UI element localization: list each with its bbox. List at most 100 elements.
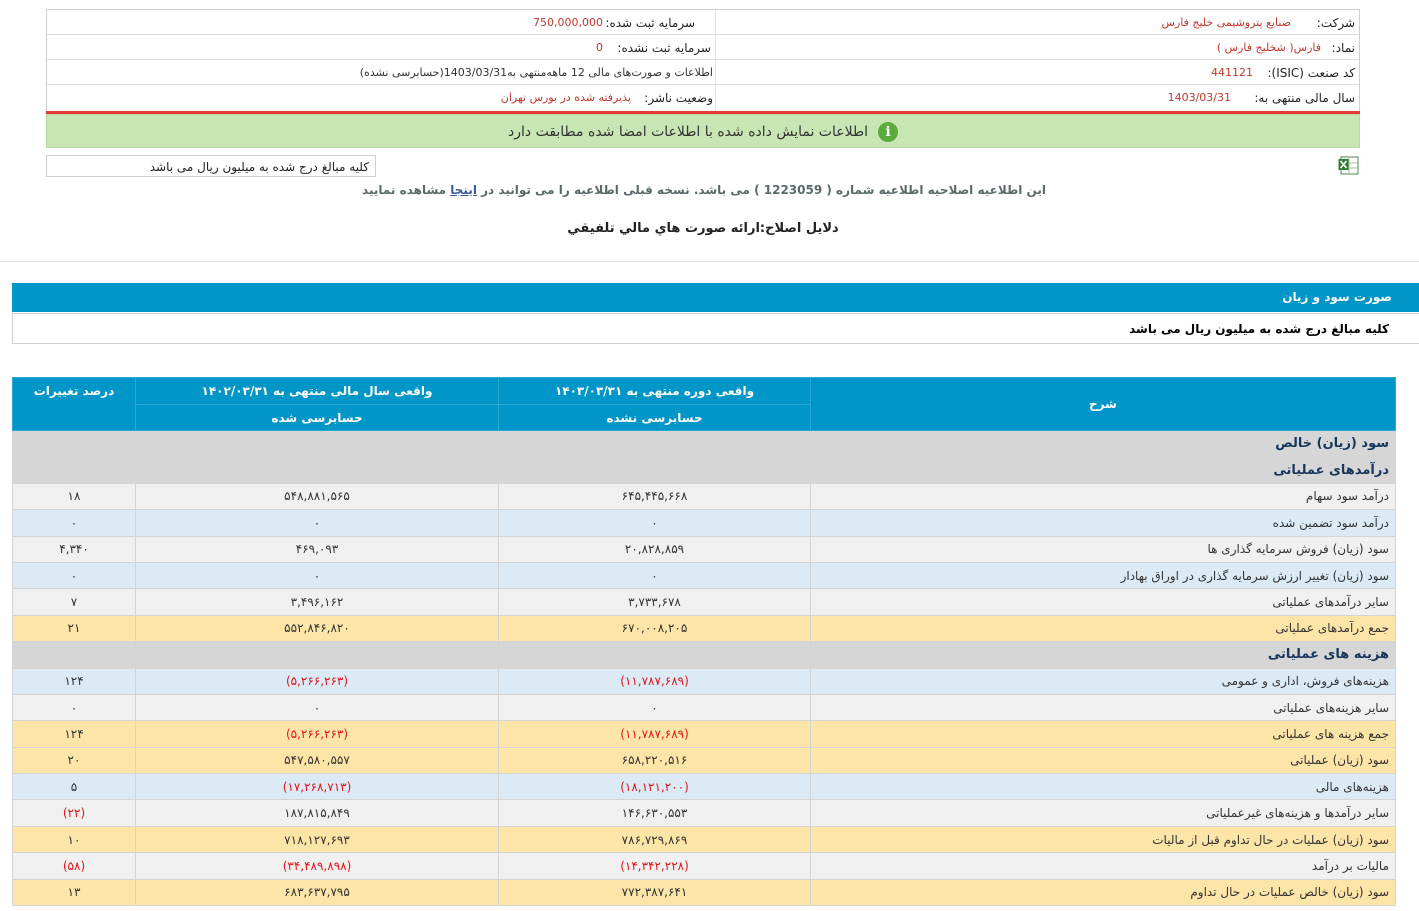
row-change: ۰ xyxy=(12,561,136,590)
row-prev-value: ۴۶۹,۰۹۳ xyxy=(135,535,499,563)
info-divider xyxy=(715,10,716,112)
row-current-value xyxy=(498,456,811,484)
row-current-value: (۱۱,۷۸۷,۶۸۹) xyxy=(498,720,811,748)
company-info-panel: شرکت: صنایع پتروشیمی خلیج فارس سرمایه ثب… xyxy=(46,9,1360,113)
symbol-value: فارس( شخلیج فارس ) xyxy=(1216,41,1321,54)
table-row: سود (زیان) خالص xyxy=(12,429,1396,458)
row-desc: سایر درآمدها و هزینه‌های غیرعملیاتی xyxy=(810,799,1396,827)
table-row: سود (زیان) عملیاتی ۶۵۸,۲۲۰,۵۱۶ ۵۴۷,۵۸۰,۵۵۷… xyxy=(12,746,1396,775)
table-row: مالیات بر درآمد (۱۴,۳۴۲,۲۲۸) (۳۴,۴۸۹,۸۹۸)(… xyxy=(12,852,1396,880)
row-desc: سود (زیان) خالص xyxy=(810,429,1396,458)
row-current-value: ۰ xyxy=(498,509,811,537)
col-header-prev-year: واقعی سال مالی منتهی به ۱۴۰۲/۰۳/۳۱ xyxy=(135,377,499,405)
row-prev-value: (۳۴,۴۸۹,۸۹۸) xyxy=(135,852,499,880)
row-current-value: (۱۴,۳۴۲,۲۲۸) xyxy=(498,852,811,880)
row-prev-value: ۵۴۷,۵۸۰,۵۵۷ xyxy=(135,746,499,775)
previous-version-link[interactable]: اینجا xyxy=(450,183,477,197)
row-change: ۰ xyxy=(12,693,136,722)
table-row: هزینه‌های مالی (۱۸,۱۲۱,۲۰۰) (۱۷,۲۶۸,۷۱۳) ۵ xyxy=(12,773,1396,801)
period-info: اطلاعات و صورت‌های مالی 12 ماهه‌منتهی به… xyxy=(359,66,713,79)
row-desc: هزینه‌های فروش، اداری و عمومی xyxy=(810,667,1396,695)
table-row: سود (زیان) عملیات در حال تداوم قبل از ما… xyxy=(12,825,1396,854)
row-current-value: ۷۷۲,۳۸۷,۶۴۱ xyxy=(498,878,811,907)
row-change: ۱۲۴ xyxy=(12,720,136,748)
col-header-current-audit: حسابرسی نشده xyxy=(498,404,811,431)
correction-reason: دلایل اصلاح:ارائه صورت هاي مالي تلفيقي xyxy=(567,221,839,236)
row-current-value: ۷۸۶,۷۲۹,۸۶۹ xyxy=(498,825,811,854)
publisher-status-label: وضعیت ناشر: xyxy=(644,91,713,105)
col-header-prev-audit: حسابرسی شده xyxy=(135,404,499,431)
row-current-value: ۶۴۵,۴۴۵,۶۶۸ xyxy=(498,482,811,511)
info-row-fiscal-year: سال مالی منتهی به: 1403/03/31 وضعیت ناشر… xyxy=(47,85,1359,110)
row-prev-value: ۵۵۲,۸۴۶,۸۲۰ xyxy=(135,614,499,643)
isic-label: کد صنعت (ISIC): xyxy=(1267,66,1355,80)
row-prev-value: ۶۸۳,۶۳۷,۷۹۵ xyxy=(135,878,499,907)
fiscal-year-label: سال مالی منتهی به: xyxy=(1254,91,1355,105)
table-row: سایر درآمدهای عملیاتی ۳,۷۳۳,۶۷۸ ۳,۴۹۶,۱۶۲ ۷ xyxy=(12,588,1396,616)
notice-suffix: مشاهده نمایید xyxy=(362,183,447,197)
row-current-value: ۱۴۶,۶۳۰,۵۵۳ xyxy=(498,799,811,827)
info-icon: i xyxy=(878,122,898,142)
units-note-box: کلیه مبالغ درج شده به میلیون ریال می باش… xyxy=(46,155,376,177)
verification-text: اطلاعات نمایش داده شده با اطلاعات امضا ش… xyxy=(508,124,868,140)
row-current-value: ۲۰,۸۲۸,۸۵۹ xyxy=(498,535,811,563)
table-row: سود (زیان) فروش سرمایه گذاری ها ۲۰,۸۲۸,۸۵… xyxy=(12,535,1396,563)
col-header-change: درصد تغییرات xyxy=(12,377,136,431)
row-change: (۲۲) xyxy=(12,799,136,827)
table-row: سود (زیان) خالص عملیات در حال تداوم ۷۷۲,۳… xyxy=(12,878,1396,907)
income-statement-table: شرح واقعی دوره منتهی به ۱۴۰۳/۰۳/۳۱ واقعی… xyxy=(12,377,1396,907)
row-desc: سود (زیان) خالص عملیات در حال تداوم xyxy=(810,878,1396,907)
row-current-value: ۰ xyxy=(498,693,811,722)
row-change xyxy=(12,429,136,458)
row-prev-value: ۷۱۸,۱۲۷,۶۹۳ xyxy=(135,825,499,854)
row-current-value: ۶۵۸,۲۲۰,۵۱۶ xyxy=(498,746,811,775)
alert-divider xyxy=(46,111,1360,114)
row-desc: درآمدهای عملیاتی xyxy=(810,456,1396,484)
verification-banner: i اطلاعات نمایش داده شده با اطلاعات امضا… xyxy=(46,114,1360,148)
table-row: سایر درآمدها و هزینه‌های غیرعملیاتی ۱۴۶,۶… xyxy=(12,799,1396,827)
row-prev-value: ۰ xyxy=(135,693,499,722)
info-row-symbol: نماد: فارس( شخلیج فارس ) سرمایه ثبت نشده… xyxy=(47,35,1359,60)
row-current-value: ۶۷۰,۰۰۸,۲۰۵ xyxy=(498,614,811,643)
row-prev-value: (۱۷,۲۶۸,۷۱۳) xyxy=(135,773,499,801)
row-prev-value: (۵,۲۶۶,۲۶۳) xyxy=(135,667,499,695)
row-desc: درآمد سود سهام xyxy=(810,482,1396,511)
row-prev-value: ۱۸۷,۸۱۵,۸۴۹ xyxy=(135,799,499,827)
table-row: جمع درآمدهای عملیاتی ۶۷۰,۰۰۸,۲۰۵ ۵۵۲,۸۴۶,۸… xyxy=(12,614,1396,643)
row-change: ۲۰ xyxy=(12,746,136,775)
row-change: ۱۰ xyxy=(12,825,136,854)
registered-capital-value: 750,000,000 xyxy=(533,16,603,29)
statement-title: صورت سود و زیان xyxy=(1282,290,1392,304)
row-desc: درآمد سود تضمین شده xyxy=(810,509,1396,537)
col-header-current-period: واقعی دوره منتهی به ۱۴۰۳/۰۳/۳۱ xyxy=(498,377,811,405)
row-change: ۱۳ xyxy=(12,878,136,907)
income-statement-body: سود (زیان) خالص درآمدهای عملیاتی درآمد سود… xyxy=(12,429,1396,907)
symbol-label: نماد: xyxy=(1331,41,1355,55)
notice-prefix: این اطلاعیه اصلاحیه اطلاعیه شماره ( 1223… xyxy=(481,183,1046,197)
row-current-value xyxy=(498,429,811,458)
publisher-status-value: پذیرفته شده در بورس تهران xyxy=(500,91,631,104)
statement-units-bar: کلیه مبالغ درج شده به میلیون ریال می باش… xyxy=(12,313,1419,344)
row-desc: سود (زیان) عملیاتی xyxy=(810,746,1396,775)
row-desc: سود (زیان) عملیات در حال تداوم قبل از ما… xyxy=(810,825,1396,854)
excel-export-icon[interactable] xyxy=(1338,155,1359,175)
row-prev-value: ۵۴۸,۸۸۱,۵۶۵ xyxy=(135,482,499,511)
table-row: سود (زیان) تغییر ارزش سرمایه گذاری در او… xyxy=(12,561,1396,590)
row-change xyxy=(12,456,136,484)
company-label: شرکت: xyxy=(1316,16,1355,30)
row-prev-value xyxy=(135,456,499,484)
table-row: درآمد سود تضمین شده ۰ ۰ ۰ xyxy=(12,509,1396,537)
unregistered-capital-value: 0 xyxy=(596,41,603,54)
section-separator xyxy=(0,261,1419,262)
row-desc: مالیات بر درآمد xyxy=(810,852,1396,880)
row-desc: سود (زیان) تغییر ارزش سرمایه گذاری در او… xyxy=(810,561,1396,590)
row-prev-value: ۳,۴۹۶,۱۶۲ xyxy=(135,588,499,616)
table-row: هزینه های عملیاتی xyxy=(12,641,1396,669)
row-desc: هزینه های عملیاتی xyxy=(810,641,1396,669)
statement-units-note: کلیه مبالغ درج شده به میلیون ریال می باش… xyxy=(1129,322,1389,336)
info-row-company: شرکت: صنایع پتروشیمی خلیج فارس سرمایه ثب… xyxy=(47,10,1359,35)
row-current-value: ۰ xyxy=(498,561,811,590)
row-change: ۲۱ xyxy=(12,614,136,643)
table-row: سایر هزینه‌های عملیاتی ۰ ۰ ۰ xyxy=(12,693,1396,722)
fiscal-year-value: 1403/03/31 xyxy=(1167,91,1231,104)
